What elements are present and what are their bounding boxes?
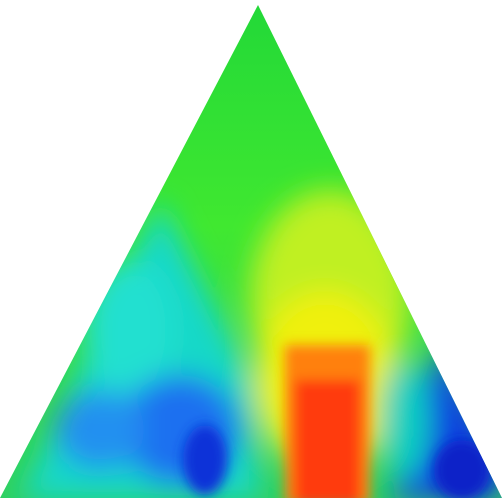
heatmap — [0, 0, 502, 501]
heatmap-area — [0, 0, 502, 501]
blue-region-left — [55, 390, 145, 470]
cyan-region-right — [380, 360, 430, 480]
page — [0, 0, 502, 501]
deep-blue-spot — [183, 425, 227, 495]
deep-blue-corner — [434, 440, 490, 500]
red-core — [295, 380, 360, 501]
